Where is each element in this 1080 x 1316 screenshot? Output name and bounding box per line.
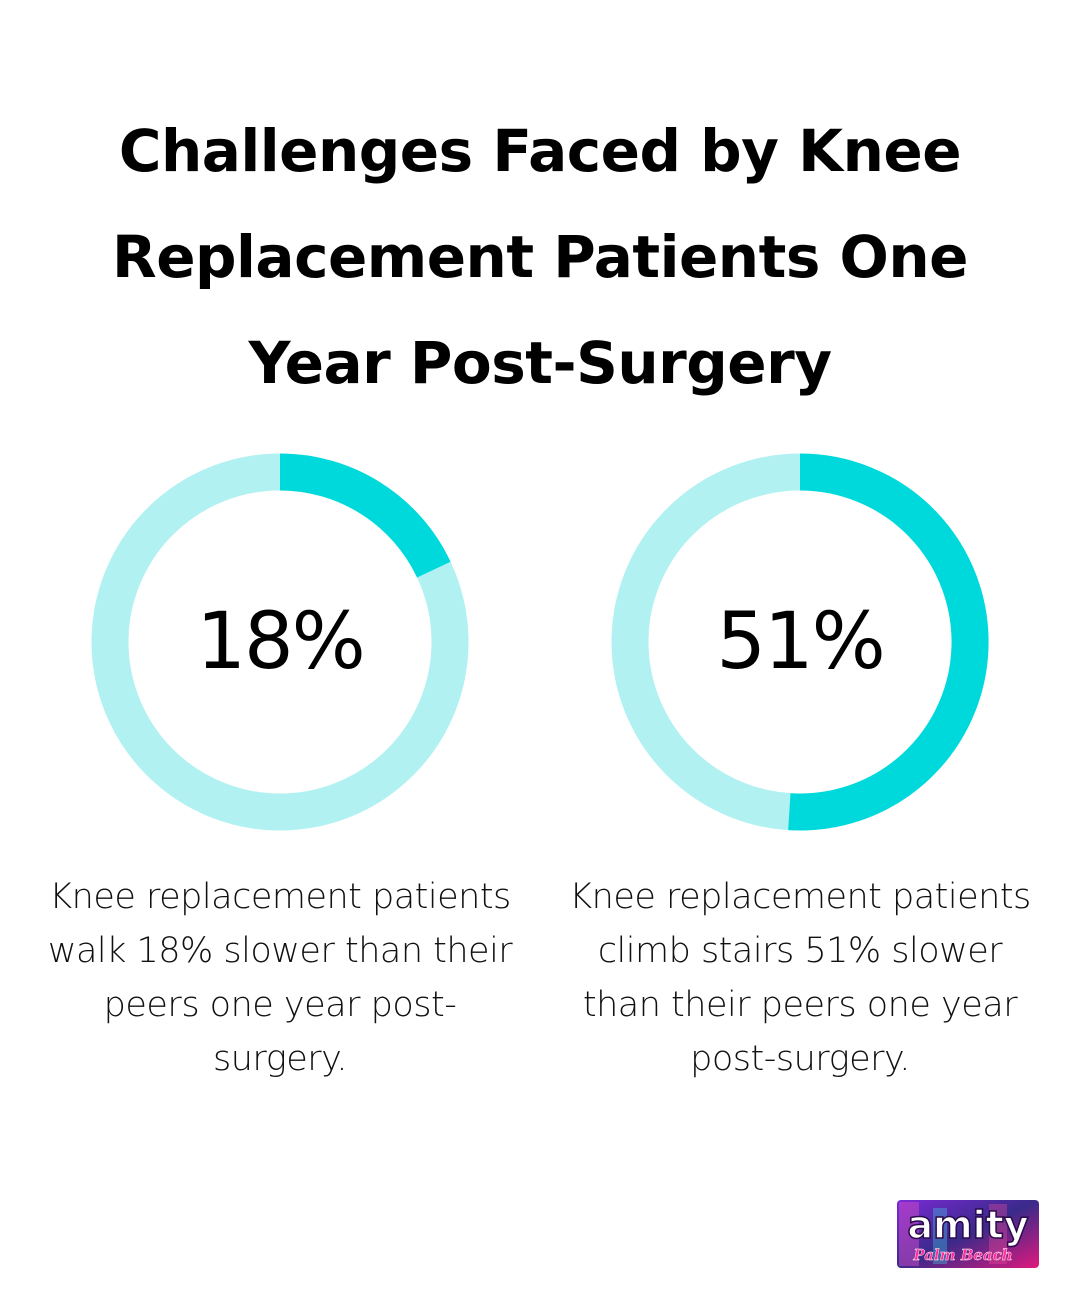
description-walk: Knee replacement patients walk 18% slowe… — [47, 877, 513, 1079]
donut-chart-stairs: 51% — [611, 453, 989, 831]
donut-chart-walk-svg — [91, 453, 469, 831]
donut-value-label: 18% — [196, 597, 365, 687]
brand-logo: amity Palm Beach — [893, 1198, 1043, 1274]
donut-chart-walk: 18% — [91, 453, 469, 831]
description-stairs: Knee replacement patients climb stairs 5… — [569, 877, 1031, 1079]
donut-value-label: 51% — [716, 597, 885, 687]
donut-arc — [788, 453, 989, 831]
logo-wordmark: amity — [907, 1203, 1028, 1247]
donut-chart-stairs-svg — [611, 453, 989, 831]
logo-script: Palm Beach — [912, 1246, 1012, 1264]
donut-arc — [279, 453, 451, 578]
page-title: Challenges Faced by Knee Replacement Pat… — [112, 117, 968, 397]
